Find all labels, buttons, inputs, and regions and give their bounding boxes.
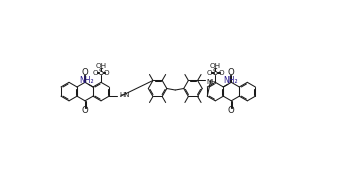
Text: O: O bbox=[228, 68, 235, 77]
Text: S: S bbox=[98, 68, 104, 77]
Text: O: O bbox=[218, 70, 224, 76]
Text: O: O bbox=[228, 106, 235, 115]
Text: O: O bbox=[207, 70, 212, 76]
Text: OH: OH bbox=[95, 63, 107, 69]
Text: O: O bbox=[82, 68, 88, 77]
Text: OH: OH bbox=[210, 63, 221, 69]
Text: NH₂: NH₂ bbox=[223, 76, 238, 85]
Text: NH: NH bbox=[207, 79, 218, 85]
Text: O: O bbox=[82, 106, 88, 115]
Text: S: S bbox=[213, 68, 218, 77]
Text: NH₂: NH₂ bbox=[79, 76, 94, 85]
Text: HN: HN bbox=[119, 92, 130, 98]
Text: O: O bbox=[104, 70, 109, 76]
Text: O: O bbox=[92, 70, 98, 76]
